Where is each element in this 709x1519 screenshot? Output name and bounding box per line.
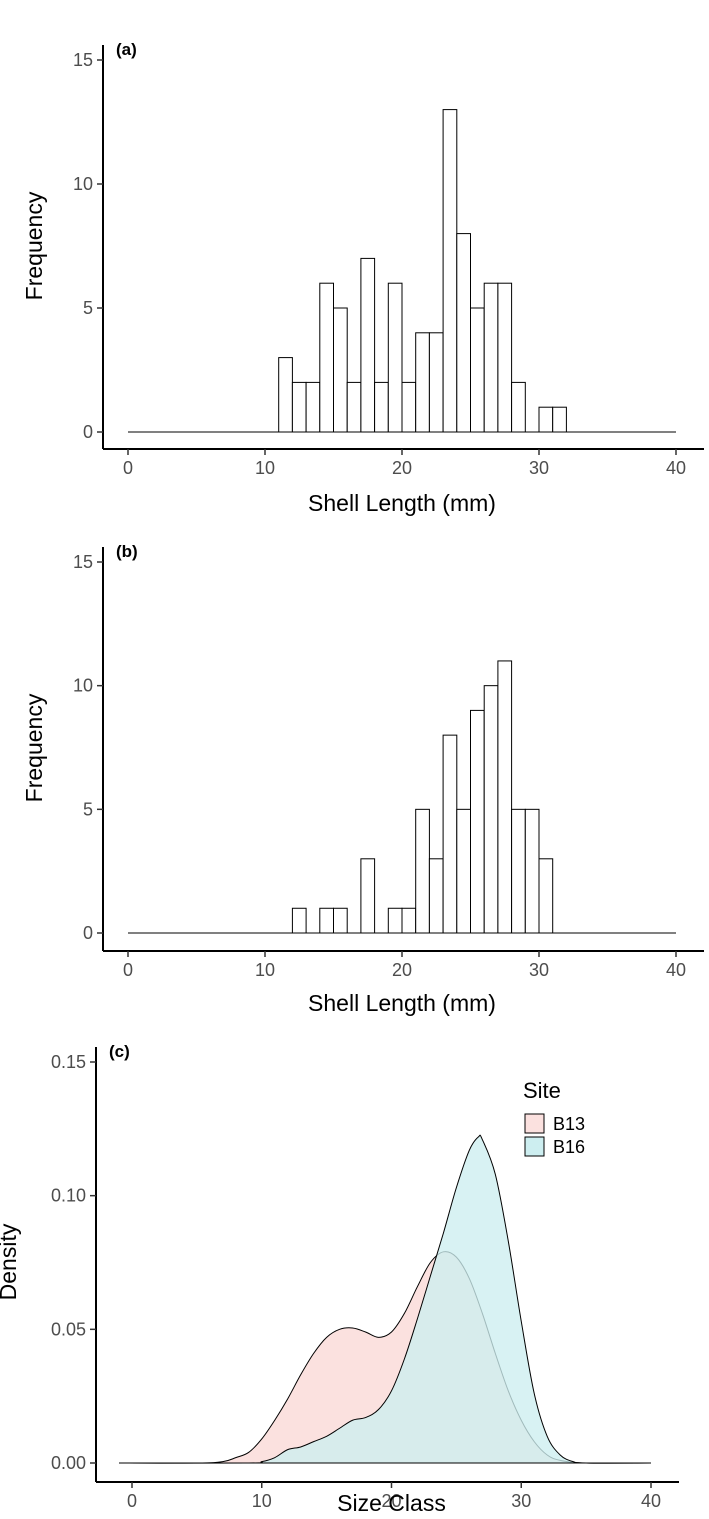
histogram-bar <box>319 282 334 433</box>
x-tick-label: 20 <box>392 458 412 478</box>
histogram-bar <box>497 660 513 934</box>
y-tick-label: 10 <box>73 676 93 696</box>
histogram-bar <box>524 808 540 934</box>
histogram-bar <box>538 858 554 934</box>
histogram-bar <box>511 808 526 934</box>
histogram-bar <box>483 282 499 433</box>
histogram-bar <box>360 858 376 934</box>
legend-title: Site <box>523 1078 561 1103</box>
histogram-bar <box>291 381 307 433</box>
histogram-bar <box>428 858 444 934</box>
y-tick-label: 10 <box>73 174 93 194</box>
panel-label: (b) <box>116 542 138 561</box>
histogram-bar <box>305 381 321 433</box>
histogram-bar <box>333 307 348 433</box>
x-axis-title: Size Class <box>337 1490 446 1516</box>
histogram-bar <box>442 734 458 934</box>
x-tick-label: 10 <box>255 458 275 478</box>
x-tick-label: 40 <box>641 1491 661 1511</box>
x-tick-label: 30 <box>529 960 549 980</box>
histogram-bar <box>428 332 444 433</box>
x-tick-label: 10 <box>255 960 275 980</box>
histogram-bar <box>415 332 430 433</box>
histogram-bar <box>538 406 554 433</box>
histogram-bar <box>456 233 471 433</box>
histogram-bar <box>333 907 348 934</box>
y-tick-label: 0 <box>83 422 93 442</box>
histogram-bar <box>278 357 293 433</box>
y-tick-label: 0 <box>83 923 93 943</box>
panel-label: (a) <box>116 40 137 59</box>
x-axis-title: Shell Length (mm) <box>308 490 496 516</box>
y-tick-label: 0.05 <box>51 1319 86 1339</box>
x-tick-label: 30 <box>511 1491 531 1511</box>
x-tick-label: 30 <box>529 458 549 478</box>
y-tick-label: 15 <box>73 552 93 572</box>
histogram-bar <box>511 381 526 433</box>
x-tick-label: 0 <box>127 1491 137 1511</box>
x-tick-label: 0 <box>123 960 133 980</box>
x-tick-label: 0 <box>123 458 133 478</box>
histogram-bar <box>483 685 499 934</box>
x-tick-label: 20 <box>392 960 412 980</box>
y-tick-label: 0.15 <box>51 1052 86 1072</box>
x-tick-label: 40 <box>666 960 686 980</box>
histogram-bar <box>470 709 485 934</box>
chart-panel-1: 0 5 10 15 0 10 20 30 40 Shell Length (mm) Frequenc… <box>21 40 704 516</box>
y-axis-title: Density <box>0 1223 21 1300</box>
y-tick-label: 5 <box>83 298 93 318</box>
histogram-bar <box>552 406 567 433</box>
legend-label-b16: B16 <box>553 1137 585 1157</box>
histogram-bar <box>360 257 376 433</box>
y-axis-title: Frequency <box>21 191 47 300</box>
legend-key-b16 <box>524 1136 545 1157</box>
chart-panel-3: 0.00 0.05 0.10 0.15 0 10 20 30 40 Size Class Densi… <box>0 1042 679 1516</box>
y-tick-label: 0.10 <box>51 1186 86 1206</box>
histogram-bar <box>415 808 430 934</box>
histogram-bar <box>346 381 362 433</box>
histogram-bar <box>387 907 403 934</box>
chart-panel-2: 0 5 10 15 0 10 20 30 40 Shell Length (mm) Frequenc… <box>21 542 704 1016</box>
histogram-bar <box>319 907 334 934</box>
x-tick-label: 20 <box>381 1491 401 1511</box>
legend-key-b13 <box>524 1113 545 1134</box>
y-tick-label: 15 <box>73 50 93 70</box>
histogram-bar <box>497 282 513 433</box>
histogram-bar <box>401 907 417 934</box>
panel-label: (c) <box>109 1042 130 1061</box>
legend-label-b13: B13 <box>553 1114 585 1134</box>
y-axis-title: Frequency <box>21 693 47 802</box>
histogram-bar <box>401 381 417 433</box>
histogram-bar <box>442 109 458 433</box>
y-tick-label: 5 <box>83 799 93 819</box>
x-tick-label: 10 <box>252 1491 272 1511</box>
histogram-bar <box>387 282 403 433</box>
x-tick-label: 40 <box>666 458 686 478</box>
histogram-bar <box>291 907 307 934</box>
x-axis-title: Shell Length (mm) <box>308 990 496 1016</box>
histogram-bar <box>470 307 485 433</box>
histogram-bar <box>374 381 389 433</box>
density-area-b16 <box>119 1134 652 1464</box>
y-tick-label: 0.00 <box>51 1453 86 1473</box>
histogram-bar <box>456 808 471 934</box>
